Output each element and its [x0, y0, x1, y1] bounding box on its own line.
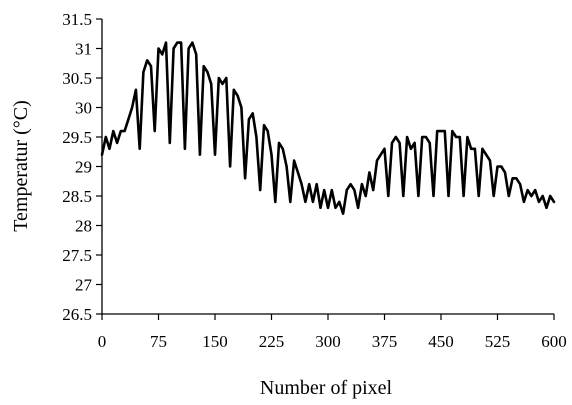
x-axis-label: Number of pixel — [260, 377, 393, 399]
y-tick-label: 29 — [75, 158, 92, 177]
series-group — [100, 41, 556, 215]
x-tick-label: 375 — [372, 332, 398, 351]
x-tick-label: 0 — [98, 332, 107, 351]
x-tick-label: 150 — [202, 332, 228, 351]
x-tick-label: 225 — [259, 332, 285, 351]
series-line — [100, 41, 556, 215]
y-tick-label: 28.5 — [62, 187, 92, 206]
x-tick-label: 450 — [428, 332, 454, 351]
y-tick-label: 31 — [75, 40, 92, 59]
y-tick-label: 30 — [75, 99, 92, 118]
y-tick-label: 29.5 — [62, 128, 92, 147]
y-tick-label: 30.5 — [62, 69, 92, 88]
y-axis-label: Temperatur (°C) — [10, 100, 32, 232]
y-tick-label: 27 — [75, 276, 93, 295]
x-axis-ticks: 0 75 150 225 300 375 450 525 600 — [98, 314, 567, 351]
y-axis-ticks: 26.5 27 27.5 28 28.5 29 29.5 30 30.5 31 31.5 — [62, 10, 102, 324]
x-tick-label: 525 — [485, 332, 511, 351]
x-tick-label: 600 — [541, 332, 567, 351]
y-tick-label: 27.5 — [62, 246, 92, 265]
y-tick-label: 31.5 — [62, 10, 92, 29]
y-tick-label: 28 — [75, 217, 92, 236]
x-tick-label: 75 — [150, 332, 167, 351]
axes — [101, 19, 554, 315]
y-tick-label: 26.5 — [62, 305, 92, 324]
x-tick-label: 300 — [315, 332, 341, 351]
